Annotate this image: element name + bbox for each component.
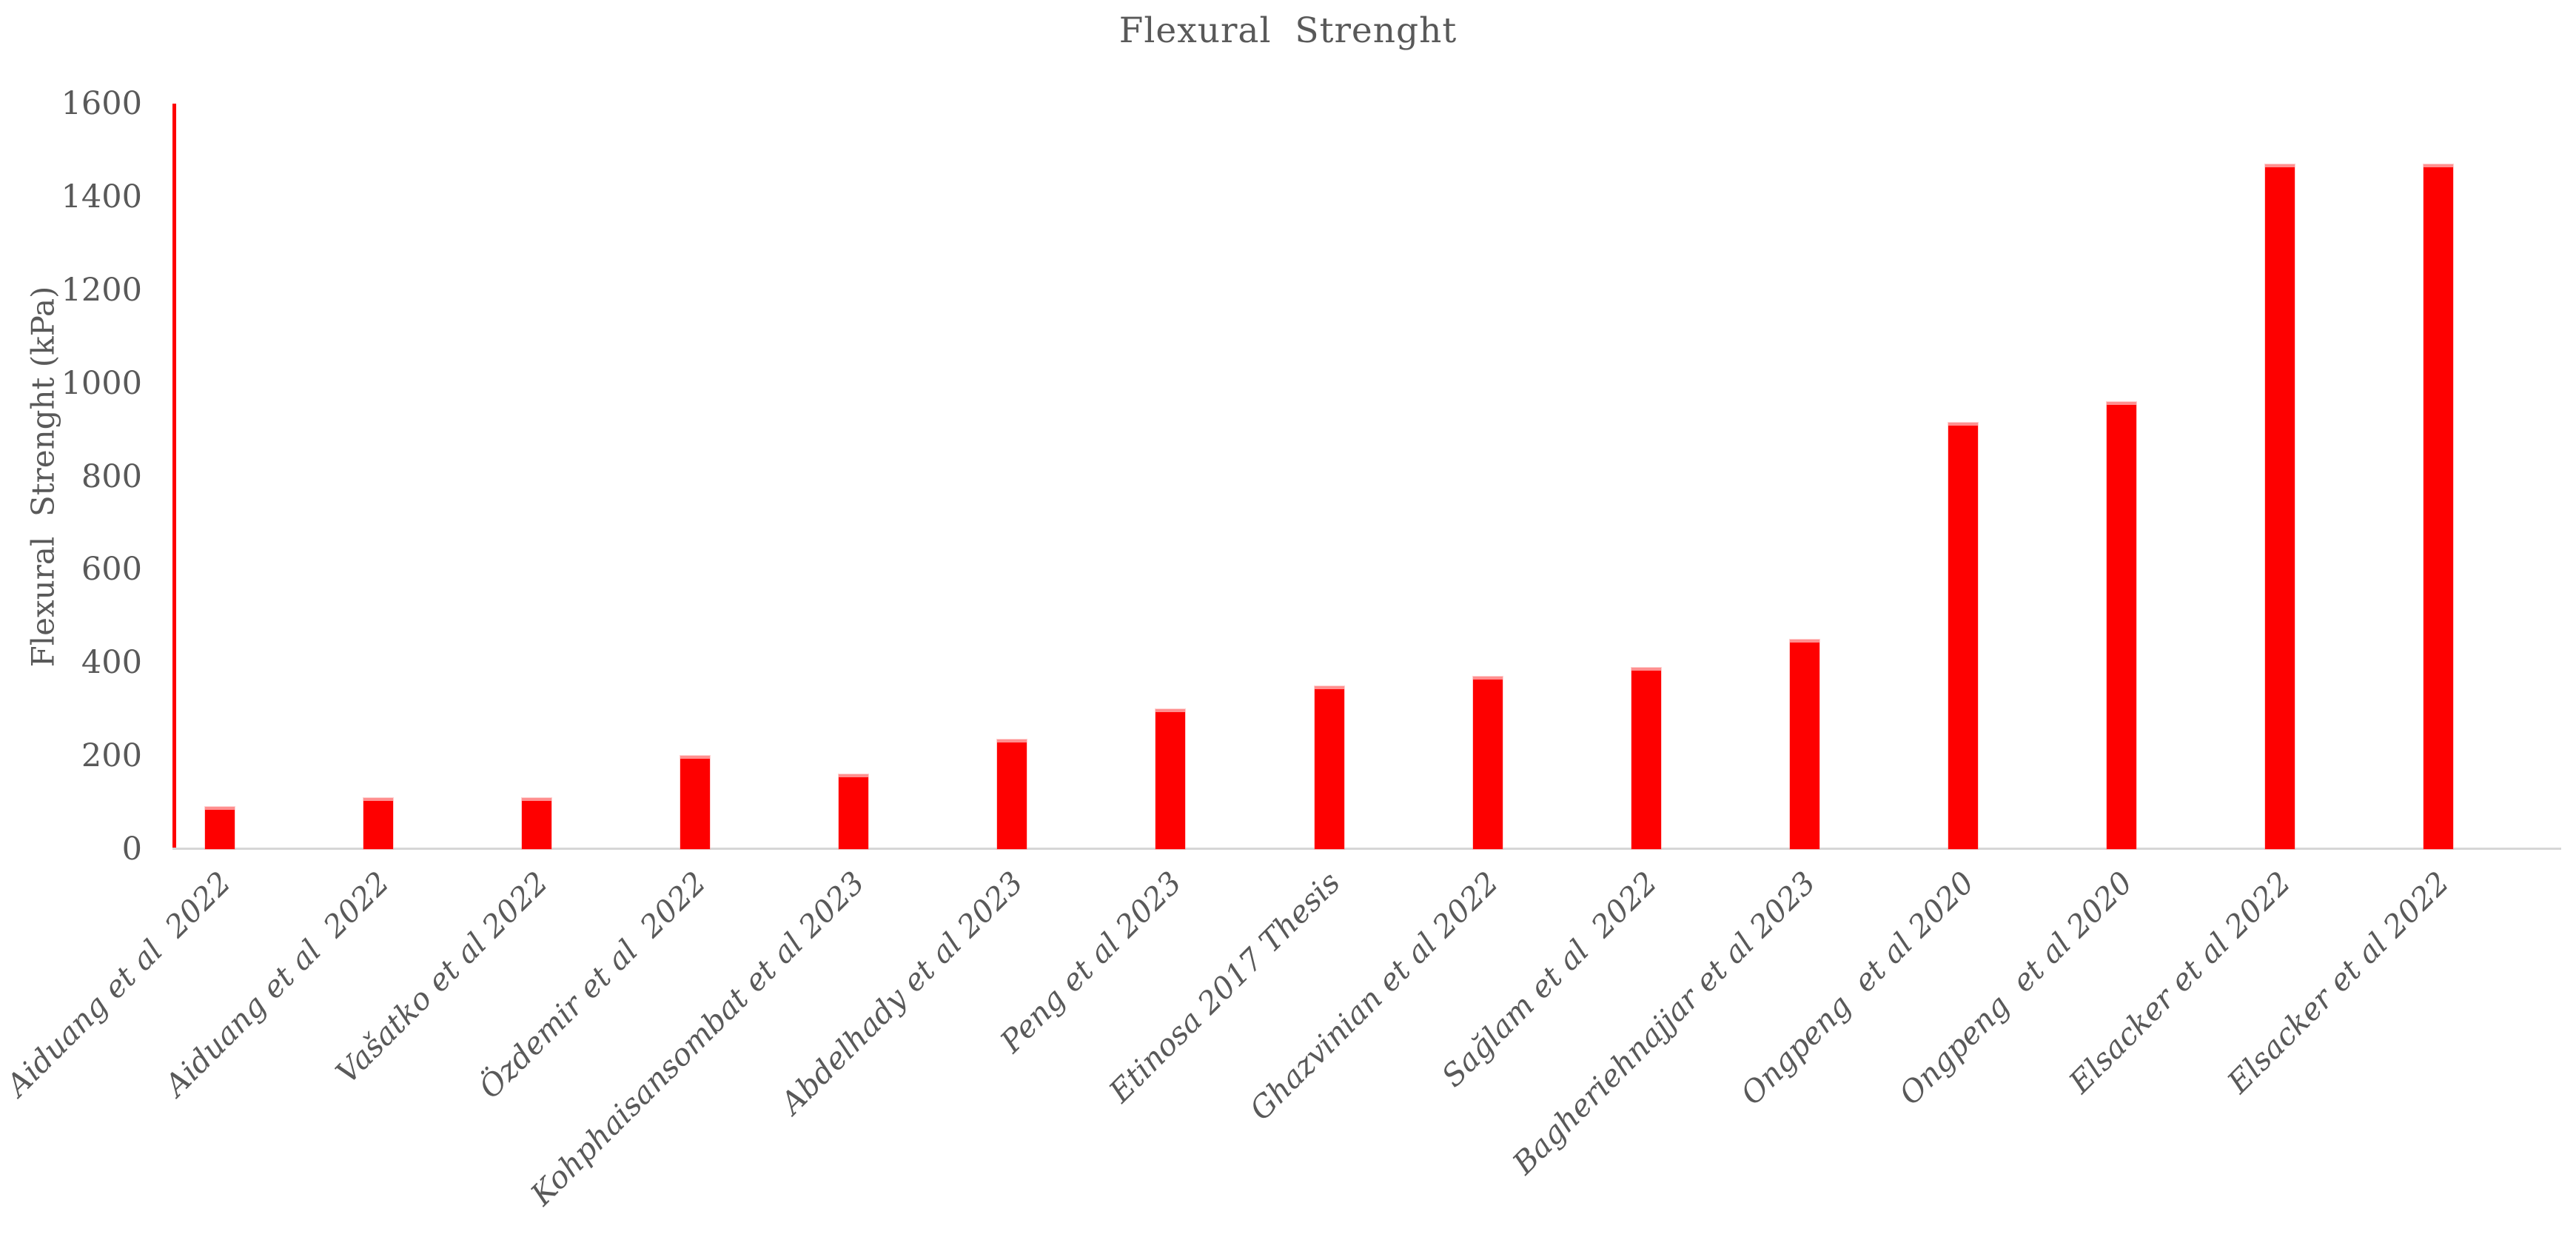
bar <box>2264 164 2295 849</box>
bar <box>839 774 869 849</box>
x-axis-label: Bagheriehnajjar et al 2023 <box>1505 865 1822 1181</box>
bar <box>363 797 394 849</box>
bar <box>1789 639 1819 849</box>
x-axis-label: Kohphaisansombat et al 2023 <box>523 865 872 1213</box>
y-tick-label: 1000 <box>61 364 142 402</box>
bar <box>205 807 235 849</box>
y-axis-line <box>172 104 176 849</box>
y-tick-label: 600 <box>81 551 142 589</box>
bar <box>1948 423 1978 849</box>
y-tick-label: 800 <box>81 457 142 495</box>
y-tick-label: 400 <box>81 644 142 682</box>
bar <box>1631 667 1661 849</box>
bar <box>2106 401 2136 849</box>
x-axis-line <box>172 848 2561 850</box>
bar <box>2424 164 2453 849</box>
y-tick-label: 1200 <box>61 271 142 309</box>
bar <box>997 740 1027 849</box>
bar <box>1155 709 1186 849</box>
y-tick-label: 200 <box>81 737 142 775</box>
bar <box>680 756 711 849</box>
chart-title: Flexural Strenght <box>1118 10 1458 51</box>
y-tick-label: 0 <box>121 831 142 868</box>
bar <box>1472 677 1503 849</box>
bar <box>1314 685 1344 849</box>
bar <box>522 797 552 849</box>
y-tick-label: 1600 <box>61 85 142 122</box>
y-tick-label: 1400 <box>61 178 142 215</box>
